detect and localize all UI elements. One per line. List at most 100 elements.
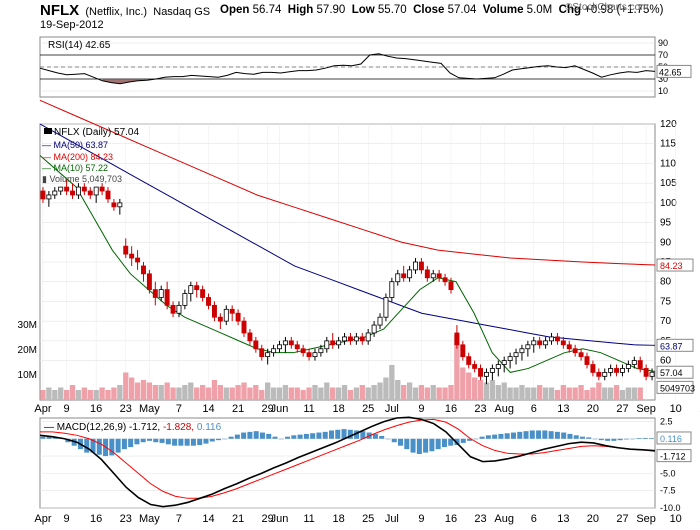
macd-x-label: 21 [232, 513, 244, 525]
macd-histogram-bar [517, 431, 523, 439]
macd-histogram-bar [328, 430, 334, 439]
macd-histogram-bar [228, 436, 234, 439]
macd-tick-label: -5.0 [660, 468, 676, 478]
candle-body [371, 324, 377, 334]
price-x-label: 23 [474, 403, 486, 415]
candle-body [614, 368, 620, 373]
candle-body [164, 289, 170, 306]
volume-bar [531, 387, 537, 400]
macd-histogram-bar [573, 435, 579, 439]
macd-histogram-bar [354, 430, 360, 439]
macd-histogram-bar [423, 438, 429, 453]
price-x-label: Jun [271, 403, 289, 415]
candle-body [549, 336, 554, 342]
volume-bar [483, 382, 490, 400]
macd-histogram-bar [115, 438, 121, 453]
macd-histogram-bar [498, 433, 504, 439]
macd-histogram-bar [153, 438, 159, 443]
macd-histogram-bar [398, 438, 404, 446]
volume-bar [93, 390, 99, 400]
macd-value-tag [656, 449, 692, 463]
macd-histogram-bar [272, 436, 278, 439]
volume-bar [430, 385, 436, 400]
low-value: 55.70 [377, 4, 407, 16]
price-legend: NFLX (Daily) 57.04 [54, 127, 139, 138]
price-x-label: Sep [636, 403, 656, 415]
volume-bar [99, 387, 105, 400]
open-value: 56.74 [252, 4, 282, 16]
macd-histogram-bar [611, 438, 617, 441]
price-x-label: 11 [303, 403, 314, 415]
candle-body [81, 186, 87, 192]
price-x-label: 21 [232, 403, 244, 415]
volume-bar [58, 387, 64, 400]
volume-value-label: 5049703 [660, 383, 695, 393]
macd-histogram-bar [579, 436, 586, 439]
macd-histogram-bar [454, 438, 460, 445]
candle-body [353, 336, 359, 342]
macd-histogram-bar [504, 433, 510, 439]
macd-histogram-bar [542, 430, 548, 439]
macd-x-label: 29 [262, 513, 274, 525]
volume-bar [341, 385, 348, 400]
macd-histogram-bar [416, 438, 422, 454]
macd-x-label: Aug [494, 513, 514, 525]
candle-body [590, 364, 596, 373]
volume-bar [489, 380, 496, 400]
candle-body [483, 371, 489, 377]
price-x-label: 29 [262, 403, 274, 415]
candle-body [235, 312, 241, 322]
volume-bar [199, 385, 206, 400]
volume-bar [365, 387, 371, 400]
quote-bar: Open 56.74 High 57.90 Low 55.70 Close 57… [220, 4, 664, 16]
candle-body [383, 297, 389, 318]
macd-histogram-bar [172, 438, 178, 446]
volume-bar [87, 390, 93, 400]
volume-bar [265, 382, 271, 400]
symbol-title: NFLX (Netflix, Inc.) Nasdaq GS [40, 2, 211, 19]
macd-histogram-bar [385, 438, 391, 440]
volume-bar [241, 382, 247, 400]
macd-histogram-bar [197, 438, 203, 445]
price-tick-label: 60 [660, 356, 672, 367]
price-x-label: 10 [670, 403, 682, 415]
candle-body [111, 202, 117, 208]
macd-histogram-bar [448, 438, 454, 446]
volume-tick-label: 10M [18, 370, 37, 381]
volume-bar [613, 385, 620, 400]
candle-body [176, 304, 182, 314]
price-x-label: 14 [202, 403, 214, 415]
candle-body [200, 289, 206, 298]
close-value-tag [656, 365, 694, 379]
price-legend-icon [44, 128, 52, 134]
volume-bar [152, 385, 158, 400]
volume-bar [140, 380, 147, 400]
macd-histogram-bar [190, 438, 196, 446]
candle-body [460, 344, 466, 358]
macd-histogram-bar [372, 433, 378, 439]
macd-x-label: 18 [333, 513, 345, 525]
candle-body [182, 293, 188, 306]
macd-x-label: 10 [670, 513, 682, 525]
macd-histogram-bar [554, 431, 560, 439]
volume-bar [442, 387, 448, 400]
candle-body [46, 194, 52, 200]
macd-x-label: Sep [636, 513, 656, 525]
macd-histogram-bar [479, 436, 485, 439]
candle-body [342, 336, 348, 342]
candle-body [560, 340, 566, 346]
macd-histogram-bar [40, 436, 46, 439]
volume-bar [448, 385, 454, 400]
high-value: 57.90 [316, 4, 346, 16]
candle-body [324, 340, 330, 350]
volume-bar [578, 385, 584, 400]
macd-legend: — MACD(12,26,9) -1.712, -1.828, 0.116 [44, 422, 222, 433]
volume-bar [371, 385, 377, 400]
candle-body [584, 356, 590, 365]
macd-x-label: Apr [34, 513, 51, 525]
volume-bar [247, 387, 253, 400]
macd-x-label: 25 [362, 513, 374, 525]
candle-body [300, 348, 306, 354]
candle-body [389, 281, 395, 298]
candle-body [395, 273, 401, 283]
